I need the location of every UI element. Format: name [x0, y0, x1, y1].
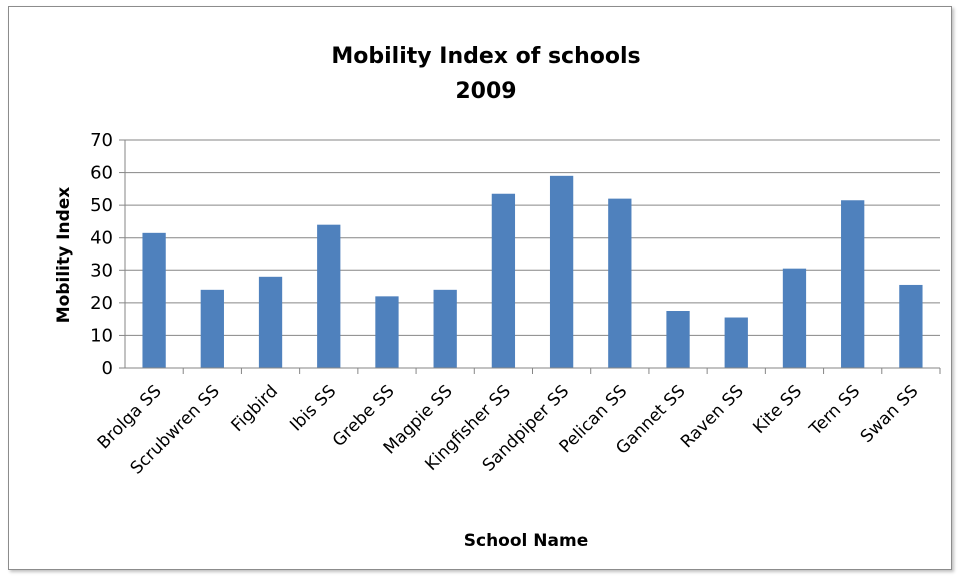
- bar: [549, 175, 574, 368]
- gridlines: [119, 139, 941, 374]
- x-tick-label: Ibis SS: [286, 381, 340, 435]
- y-tick-label: 40: [90, 228, 113, 249]
- chart-title-line-2: 2009: [455, 79, 516, 104]
- x-tick-label: Figbird: [228, 381, 282, 435]
- x-tick-label: Swan SS: [857, 381, 923, 447]
- y-tick-label: 30: [90, 260, 113, 281]
- x-tick-label: Kite SS: [749, 381, 806, 438]
- bar: [841, 200, 865, 368]
- bar: [375, 296, 399, 368]
- y-tick-label: 10: [90, 325, 113, 346]
- bar: [666, 311, 690, 368]
- bar: [142, 232, 166, 368]
- bar: [782, 268, 807, 368]
- bar: [200, 289, 224, 368]
- bar: [491, 193, 516, 368]
- chart-title-line-1: Mobility Index of schools: [331, 44, 640, 69]
- x-tick-label: Tern SS: [805, 381, 864, 440]
- bars: [142, 175, 923, 368]
- x-tick-label: Raven SS: [677, 381, 748, 452]
- y-tick-label: 70: [90, 130, 113, 151]
- y-tick-label: 50: [90, 195, 113, 216]
- bar: [258, 276, 283, 368]
- bar: [433, 289, 457, 368]
- y-tick-label: 60: [90, 163, 113, 184]
- y-axis-title: Mobility Index: [54, 187, 74, 323]
- y-tick-label: 0: [102, 358, 113, 379]
- bar: [724, 317, 748, 368]
- x-axis-title: School Name: [464, 531, 588, 551]
- bar: [317, 224, 341, 368]
- y-tick-label: 20: [90, 293, 113, 314]
- bar: [899, 284, 923, 368]
- bar: [608, 198, 632, 368]
- y-tick-labels: 0 10 20 30 40 50 60 70: [90, 130, 113, 379]
